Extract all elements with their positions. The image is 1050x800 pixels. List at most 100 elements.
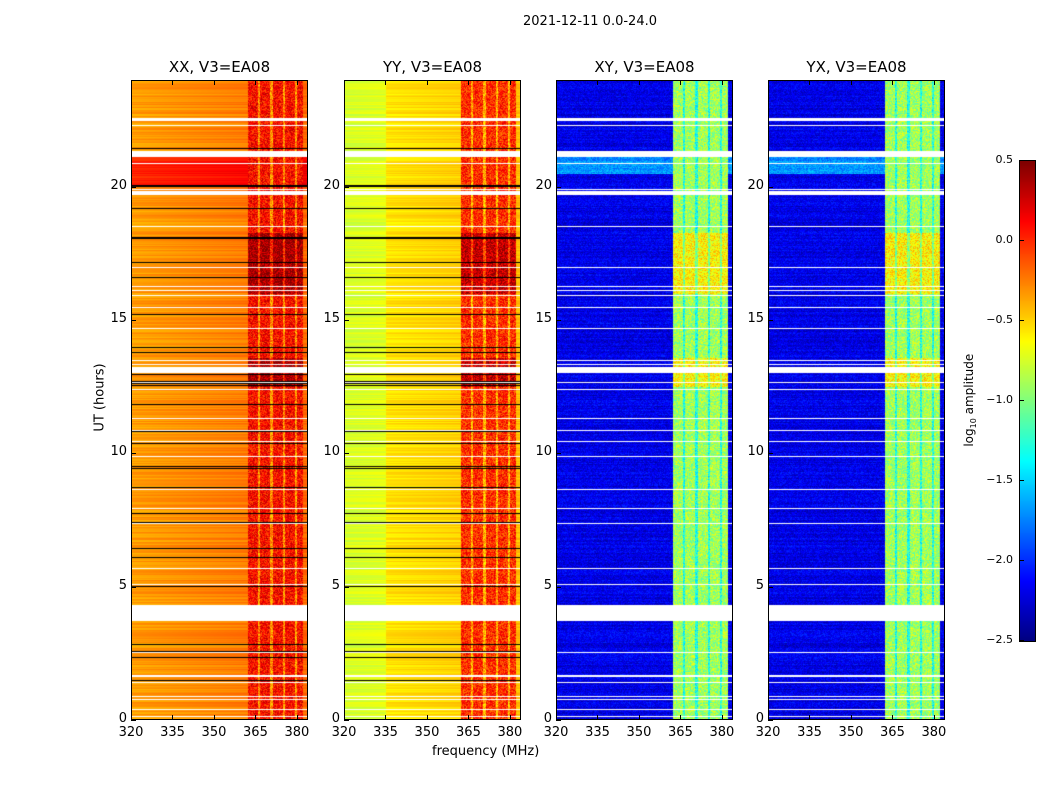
y-tick-label: 20 [535, 177, 552, 193]
y-tick-label: 0 [331, 711, 340, 726]
x-tick-label: 335 [373, 725, 398, 740]
colorbar-tick-label: −2.5 [986, 633, 1013, 646]
y-tick-label: 5 [331, 577, 340, 593]
x-tick-mark [721, 715, 723, 720]
x-tick-label: 380 [709, 725, 735, 740]
y-tick-mark [131, 586, 136, 588]
y-tick-mark [768, 186, 773, 188]
x-tick-mark [385, 80, 387, 85]
y-tick-mark [556, 320, 561, 321]
y-tick-label: 20 [110, 177, 127, 193]
colorbar-tick-mark [1020, 160, 1024, 161]
x-tick-mark [172, 80, 174, 85]
x-tick-mark [556, 715, 557, 720]
x-tick-label: 365 [456, 725, 481, 740]
y-tick-label: 20 [747, 177, 764, 193]
y-tick-label: 0 [755, 711, 764, 726]
x-tick-mark [131, 715, 132, 720]
y-tick-label: 15 [747, 311, 764, 326]
x-tick-mark [721, 80, 723, 85]
figure-title: 2021-12-11 0.0-24.0 [523, 14, 657, 29]
y-tick-label: 15 [323, 311, 340, 326]
x-tick-mark [468, 80, 470, 85]
x-tick-mark [768, 715, 769, 720]
y-tick-label: 10 [110, 444, 127, 460]
y-tick-mark [344, 720, 349, 721]
y-tick-mark [556, 186, 561, 188]
x-axis-label: frequency (MHz) [432, 744, 540, 759]
x-tick-mark [255, 715, 257, 720]
y-tick-label: 15 [535, 311, 552, 326]
x-tick-mark [768, 80, 769, 85]
x-tick-mark [213, 715, 215, 720]
y-tick-label: 0 [118, 711, 127, 726]
colorbar-tick-label: 0.5 [995, 153, 1014, 166]
y-tick-mark [131, 320, 136, 321]
x-tick-mark [509, 80, 511, 85]
x-tick-mark [255, 80, 257, 85]
x-tick-mark [892, 715, 894, 720]
y-tick-label: 0 [543, 711, 552, 726]
x-tick-label: 350 [201, 725, 227, 740]
panel-title: YY, V3=EA08 [382, 58, 483, 76]
y-tick-mark [768, 453, 773, 455]
y-tick-label: 5 [543, 577, 552, 593]
x-tick-label: 335 [585, 725, 610, 740]
x-tick-mark [468, 715, 470, 720]
heatmap-image [556, 80, 733, 720]
x-tick-label: 365 [243, 725, 268, 740]
x-tick-label: 365 [880, 725, 905, 740]
x-tick-label: 365 [668, 725, 693, 740]
x-tick-mark [385, 715, 387, 720]
y-tick-mark [556, 720, 561, 721]
x-tick-label: 350 [626, 725, 652, 740]
y-tick-label: 10 [747, 444, 764, 460]
y-tick-label: 20 [323, 177, 340, 193]
y-tick-mark [556, 586, 561, 588]
x-tick-label: 380 [284, 725, 310, 740]
colorbar-label: log10 amplitude [961, 353, 979, 447]
y-tick-label: 10 [535, 444, 552, 460]
y-tick-mark [131, 186, 136, 188]
y-tick-label: 5 [755, 577, 764, 593]
heatmap-image [344, 80, 521, 720]
x-tick-mark [344, 715, 345, 720]
x-tick-label: 320 [543, 725, 569, 740]
x-tick-mark [680, 715, 682, 720]
panel-title: XY, V3=EA08 [594, 58, 695, 76]
heatmap-image [768, 80, 945, 720]
colorbar-tick-mark [1020, 480, 1024, 481]
colorbar-tick-label: −1.5 [986, 473, 1013, 486]
y-tick-mark [131, 720, 136, 721]
colorbar-tick-label: −0.5 [986, 313, 1013, 326]
y-tick-mark [556, 453, 561, 455]
colorbar-tick-mark [1020, 560, 1024, 561]
x-tick-label: 350 [838, 725, 864, 740]
colorbar-tick-mark [1020, 640, 1024, 641]
colorbar-tick-mark [1020, 240, 1024, 241]
x-tick-mark [809, 715, 811, 720]
y-tick-mark [131, 453, 136, 455]
panel-title: XX, V3=EA08 [168, 58, 271, 76]
heatmap-panel-yy: YY, V3=EA08 320 335 350 365 380 0 5 10 15 20 [323, 58, 522, 740]
colorbar-tick-label: 0.0 [995, 233, 1014, 246]
colorbar-tick-label: −1.0 [986, 393, 1013, 406]
colorbar [1019, 160, 1036, 642]
y-tick-label: 15 [110, 311, 127, 326]
x-tick-mark [933, 80, 935, 85]
x-tick-mark [172, 715, 174, 720]
x-tick-mark [131, 80, 132, 85]
y-tick-label: 10 [323, 444, 340, 460]
x-tick-mark [850, 715, 852, 720]
y-tick-mark [344, 453, 349, 455]
panel-title: YX, V3=EA08 [806, 58, 907, 76]
x-tick-mark [680, 80, 682, 85]
x-tick-label: 320 [331, 725, 357, 740]
y-tick-mark [768, 320, 773, 321]
x-tick-label: 320 [118, 725, 144, 740]
x-tick-mark [296, 715, 298, 720]
x-tick-mark [509, 715, 511, 720]
heatmap-image [131, 80, 308, 720]
y-tick-mark [344, 586, 349, 588]
